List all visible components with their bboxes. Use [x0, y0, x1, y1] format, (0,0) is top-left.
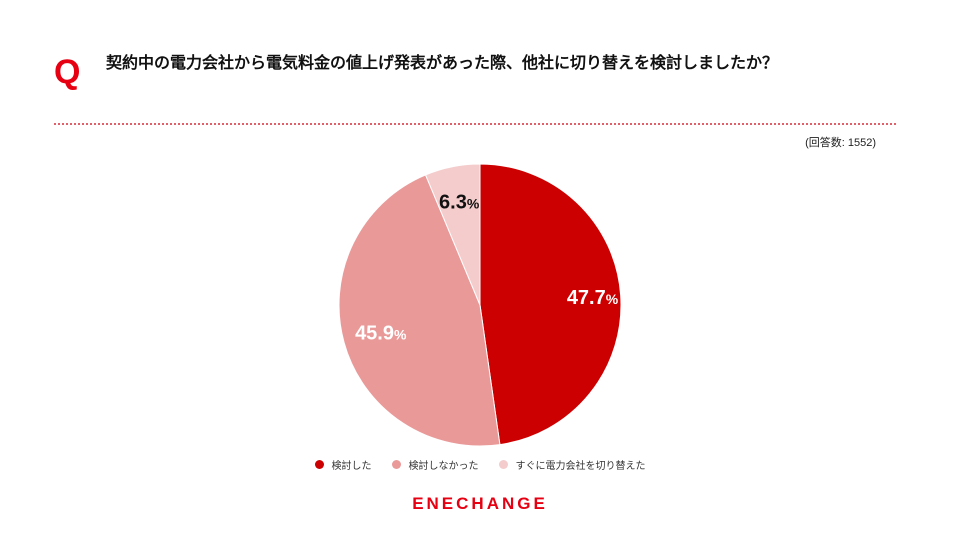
label-switched-immediately: 6.3%	[439, 191, 480, 213]
legend-swatch	[391, 460, 401, 469]
legend-item: すぐに電力会社を切り替えた	[498, 457, 646, 472]
legend-item: 検討しなかった	[391, 457, 479, 472]
legend-label: 検討した	[331, 461, 372, 472]
label-not-considered: 45.9%	[355, 322, 407, 344]
question-mark: Q	[54, 53, 81, 91]
question-text: 契約中の電力会社から電気料金の値上げ発表があった際、他社に切り替えを検討しました…	[106, 53, 779, 72]
legend-swatch	[498, 460, 508, 469]
respondent-count: (回答数: 1552)	[805, 137, 876, 149]
slice-switched-immediately	[424, 163, 481, 306]
legend-label: 検討しなかった	[408, 461, 479, 472]
legend-swatch	[314, 460, 324, 469]
slice-not-considered	[338, 174, 501, 447]
legend-label: すぐに電力会社を切り替えた	[515, 461, 646, 472]
slice-considered	[479, 163, 622, 446]
divider	[54, 123, 896, 125]
legend-item: 検討した	[314, 457, 372, 472]
label-considered: 47.7%	[567, 287, 619, 309]
chart-legend: 検討した 検討しなかった すぐに電力会社を切り替えた	[0, 457, 960, 472]
enechange-logo: ENECHANGE	[412, 494, 548, 513]
